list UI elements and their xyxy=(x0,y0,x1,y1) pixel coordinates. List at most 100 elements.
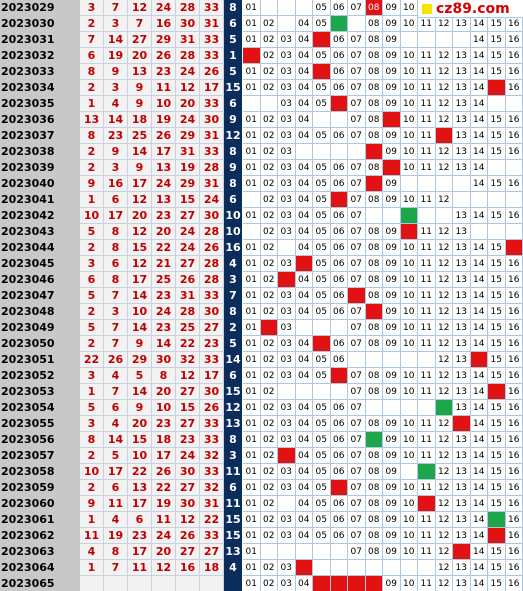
red-ball: 28 xyxy=(200,224,224,240)
trend-cell: 13 xyxy=(453,400,471,416)
red-ball: 2 xyxy=(80,336,104,352)
red-ball: 4 xyxy=(104,416,128,432)
trend-cell: 12 xyxy=(435,96,453,112)
red-ball: 2 xyxy=(80,160,104,176)
red-ball: 14 xyxy=(128,288,152,304)
trend-cell xyxy=(418,208,436,224)
trend-cell: 10 xyxy=(400,240,418,256)
red-ball: 17 xyxy=(128,496,152,512)
red-ball: 14 xyxy=(152,336,176,352)
red-ball: 9 xyxy=(128,96,152,112)
trend-cell: 14 xyxy=(470,432,488,448)
trend-cell xyxy=(330,144,348,160)
red-ball: 30 xyxy=(200,112,224,128)
trend-cell: 13 xyxy=(453,272,471,288)
trend-cell: 04 xyxy=(295,512,313,528)
trend-cell: 07 xyxy=(348,432,366,448)
red-ball: 10 xyxy=(128,304,152,320)
trend-hit-cell xyxy=(330,16,348,32)
trend-cell xyxy=(295,144,313,160)
red-ball: 29 xyxy=(128,352,152,368)
trend-cell: 04 xyxy=(295,304,313,320)
trend-cell: 05 xyxy=(313,448,331,464)
blue-ball: 14 xyxy=(224,352,242,368)
trend-cell: 16 xyxy=(505,288,523,304)
issue-number: 2023030 xyxy=(0,16,80,32)
trend-cell: 01 xyxy=(243,208,261,224)
trend-cell: 06 xyxy=(330,272,348,288)
trend-cell: 03 xyxy=(278,112,296,128)
trend-cell: 14 xyxy=(470,496,488,512)
trend-cell: 02 xyxy=(260,192,278,208)
trend-cell: 07 xyxy=(348,384,366,400)
red-ball: 1 xyxy=(80,512,104,528)
trend-cell: 13 xyxy=(453,432,471,448)
blue-ball: 13 xyxy=(224,544,242,560)
red-ball: 22 xyxy=(200,512,224,528)
trend-cell: 04 xyxy=(295,496,313,512)
trend-cell: 08 xyxy=(365,64,383,80)
trend-cell: 13 xyxy=(453,80,471,96)
red-ball: 11 xyxy=(128,560,152,576)
trend-cell: 11 xyxy=(418,368,436,384)
trend-cell: 05 xyxy=(313,528,331,544)
trend-cell: 05 xyxy=(313,368,331,384)
trend-cell: 11 xyxy=(418,384,436,400)
trend-cell xyxy=(418,352,436,368)
issue-number: 2023034 xyxy=(0,80,80,96)
trend-cell: 04 xyxy=(295,32,313,48)
trend-cell: 13 xyxy=(453,480,471,496)
red-ball: 20 xyxy=(176,96,200,112)
trend-cell: 16 xyxy=(505,576,523,591)
trend-cell: 15 xyxy=(488,176,506,192)
trend-cell: 05 xyxy=(313,240,331,256)
trend-cell: 03 xyxy=(278,352,296,368)
red-ball: 27 xyxy=(176,416,200,432)
trend-cell: 04 xyxy=(295,176,313,192)
trend-cell: 14 xyxy=(470,528,488,544)
blue-ball: 6 xyxy=(224,96,242,112)
trend-cell xyxy=(365,208,383,224)
trend-cell: 02 xyxy=(260,112,278,128)
trend-cell: 07 xyxy=(348,480,366,496)
blue-ball: 8 xyxy=(224,304,242,320)
red-ball: 10 xyxy=(152,96,176,112)
trend-cell: 09 xyxy=(383,80,401,96)
trend-cell: 16 xyxy=(505,336,523,352)
blue-ball: 1 xyxy=(224,48,242,64)
trend-cell: 15 xyxy=(488,368,506,384)
issue-number: 2023058 xyxy=(0,464,80,480)
red-ball: 24 xyxy=(176,224,200,240)
trend-cell: 04 xyxy=(295,272,313,288)
red-ball: 2 xyxy=(80,448,104,464)
trend-cell: 04 xyxy=(295,480,313,496)
red-ball: 24 xyxy=(176,112,200,128)
trend-cell: 04 xyxy=(295,464,313,480)
trend-cell: 06 xyxy=(330,304,348,320)
trend-hit-cell xyxy=(488,384,506,400)
trend-hit-cell xyxy=(365,144,383,160)
trend-cell: 14 xyxy=(470,400,488,416)
red-ball: 14 xyxy=(104,432,128,448)
trend-cell xyxy=(243,96,261,112)
red-ball: 2 xyxy=(80,144,104,160)
trend-cell: 11 xyxy=(418,16,436,32)
trend-cell: 09 xyxy=(383,416,401,432)
site-logo[interactable]: cz89.com xyxy=(418,0,523,18)
trend-cell: 02 xyxy=(260,256,278,272)
blue-ball: 8 xyxy=(224,0,242,16)
trend-cell: 12 xyxy=(435,512,453,528)
trend-cell: 02 xyxy=(260,80,278,96)
red-ball: 27 xyxy=(200,544,224,560)
trend-hit-cell xyxy=(435,400,453,416)
trend-cell: 11 xyxy=(418,272,436,288)
trend-cell xyxy=(330,112,348,128)
red-ball: 12 xyxy=(128,192,152,208)
trend-cell: 04 xyxy=(295,208,313,224)
trend-cell: 10 xyxy=(400,432,418,448)
red-ball: 7 xyxy=(104,320,128,336)
red-ball: 8 xyxy=(80,64,104,80)
trend-cell: 12 xyxy=(435,192,453,208)
trend-cell: 13 xyxy=(453,320,471,336)
trend-cell: 15 xyxy=(488,416,506,432)
